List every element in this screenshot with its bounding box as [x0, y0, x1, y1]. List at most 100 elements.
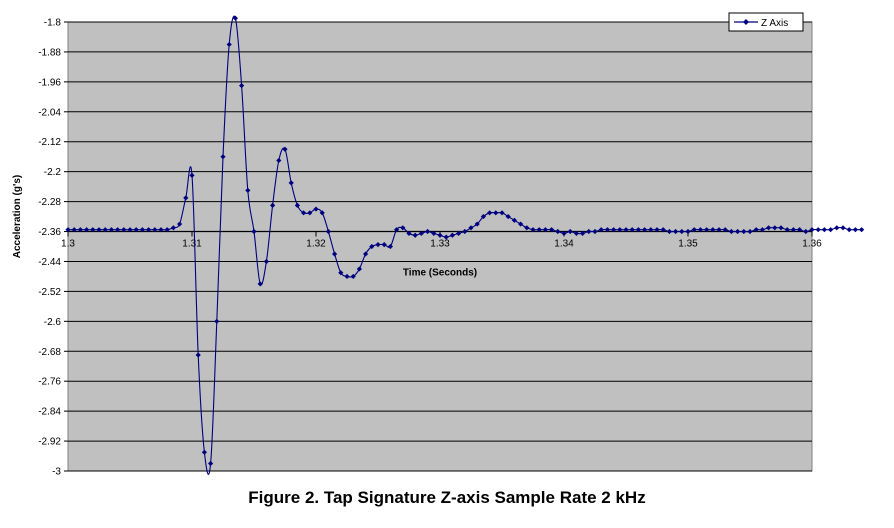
y-tick-label: -2.2 [44, 167, 62, 178]
legend-marker-diamond [743, 19, 749, 25]
data-point [468, 225, 474, 231]
data-point [635, 227, 641, 233]
data-point [232, 15, 238, 21]
x-tick-label: 1.34 [554, 239, 574, 250]
data-point [728, 228, 734, 235]
data-point [573, 230, 579, 237]
figure-caption: Figure 2. Tap Signature Z-axis Sample Ra… [248, 488, 646, 507]
data-point [115, 227, 121, 233]
x-tick-label: 1.33 [430, 239, 450, 250]
data-point [846, 227, 852, 233]
data-point [65, 227, 71, 233]
data-point [828, 227, 834, 233]
data-point [431, 230, 437, 237]
y-tick-label: -1.96 [38, 77, 61, 88]
data-point [685, 228, 691, 235]
data-point [220, 154, 226, 160]
data-point [325, 228, 331, 235]
data-point [561, 230, 567, 237]
data-point [443, 234, 449, 240]
y-tick-label: -3 [52, 467, 61, 478]
data-point [108, 227, 114, 233]
data-point [139, 227, 145, 233]
x-tick-label: 1.31 [182, 239, 202, 250]
data-point [406, 230, 412, 237]
data-point [592, 228, 598, 235]
data-point [691, 227, 697, 233]
data-point [747, 228, 753, 235]
series-z-axis [65, 15, 865, 475]
data-point [418, 230, 424, 237]
data-point [282, 146, 288, 152]
data-point [239, 83, 245, 89]
data-point [784, 227, 790, 233]
y-axis-title: Acceleration (g's) [12, 175, 23, 259]
data-point [524, 225, 530, 231]
data-point [164, 227, 170, 233]
data-point [536, 227, 542, 233]
data-point [567, 228, 573, 235]
gridlines [68, 21, 812, 472]
data-point [226, 41, 232, 48]
data-point [493, 210, 499, 216]
data-point [586, 228, 592, 235]
data-point [102, 227, 108, 233]
plot-area [67, 21, 813, 472]
data-point [859, 227, 865, 233]
data-point [462, 228, 468, 235]
x-tick-labels: 1.3 1.31 1.32 1.33 1.34 1.35 1.36 [61, 231, 822, 250]
x-tick-label: 1.32 [306, 239, 326, 250]
data-point [146, 227, 152, 233]
data-point [84, 227, 90, 233]
data-point [697, 227, 703, 233]
data-point [710, 227, 716, 233]
data-point [629, 227, 635, 233]
data-point [580, 230, 586, 237]
data-point [617, 227, 623, 233]
data-point [648, 227, 654, 233]
data-point [834, 225, 840, 231]
x-tick-label: 1.36 [802, 239, 822, 250]
data-point [840, 225, 846, 231]
data-point [90, 227, 96, 233]
data-point [121, 227, 127, 233]
legend-box [728, 12, 804, 32]
data-point [288, 180, 294, 186]
data-point [127, 227, 133, 233]
data-point [803, 228, 809, 235]
data-point [201, 449, 207, 455]
y-tick-label: -2.28 [38, 197, 61, 208]
data-point [170, 225, 176, 231]
data-point [270, 202, 276, 208]
data-point [778, 225, 784, 231]
y-tick-label: -2.12 [38, 137, 61, 148]
data-point [499, 210, 505, 216]
legend: Z Axis [728, 12, 804, 32]
data-point [716, 227, 722, 233]
data-point [611, 227, 617, 233]
data-point [722, 227, 728, 233]
y-tick-label: -2.6 [44, 317, 62, 328]
data-point [251, 228, 257, 235]
data-point [555, 228, 561, 235]
data-point [338, 270, 344, 276]
data-point [487, 210, 493, 216]
y-tick-label: -2.92 [38, 437, 61, 448]
data-point [344, 273, 350, 280]
y-tick-label: -1.8 [44, 18, 62, 29]
y-tick-label: -2.76 [38, 377, 61, 388]
data-point [480, 213, 486, 220]
y-tick-label: -2.68 [38, 347, 61, 358]
data-point [425, 228, 431, 235]
data-point [183, 195, 189, 201]
data-point [790, 227, 796, 233]
data-point [542, 227, 548, 233]
data-point [412, 232, 418, 238]
data-point [623, 227, 629, 233]
data-point [797, 227, 803, 233]
data-point [294, 202, 300, 208]
x-tick-label: 1.3 [61, 239, 75, 250]
data-point [177, 221, 183, 227]
data-point [195, 352, 201, 358]
